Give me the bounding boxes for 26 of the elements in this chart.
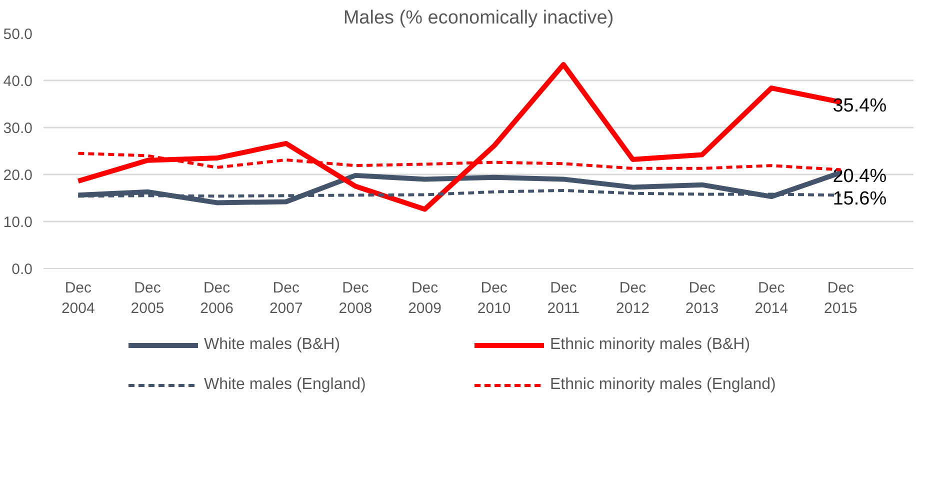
y-tick-label: 50.0	[3, 26, 33, 43]
data-label: 35.4%	[832, 96, 887, 117]
y-tick-label: 10.0	[3, 214, 33, 231]
legend-label: Ethnic minority males (B&H)	[550, 336, 752, 354]
x-tick-label: Dec 2006	[200, 280, 234, 317]
x-tick-label: Dec 2009	[408, 280, 442, 317]
x-tick-label: Dec 2014	[754, 280, 788, 317]
y-tick-label: 20.0	[3, 167, 33, 184]
data-label: 15.6%	[832, 188, 887, 210]
x-tick-label: Dec 2012	[616, 280, 650, 317]
y-tick-label: 0.0	[12, 261, 33, 278]
x-tick-label: Dec 2004	[61, 280, 95, 317]
x-tick-label: Dec 2011	[547, 280, 580, 317]
x-tick-label: Dec 2005	[130, 280, 164, 317]
x-tick-label: Dec 2015	[824, 280, 858, 317]
x-tick-label: Dec 2008	[338, 280, 372, 317]
legend-label: White males (England)	[204, 376, 367, 394]
data-label: 20.4%	[832, 166, 887, 188]
x-tick-label: Dec 2013	[685, 280, 719, 317]
chart-title: Males (% economically inactive)	[343, 8, 614, 28]
y-tick-label: 30.0	[3, 120, 33, 137]
x-tick-label: Dec 2007	[269, 280, 303, 317]
x-tick-label: Dec 2010	[477, 280, 511, 317]
legend-label: White males (B&H)	[204, 336, 342, 354]
y-tick-label: 40.0	[3, 73, 33, 90]
legend-label: Ethnic minority males (England)	[550, 376, 777, 394]
